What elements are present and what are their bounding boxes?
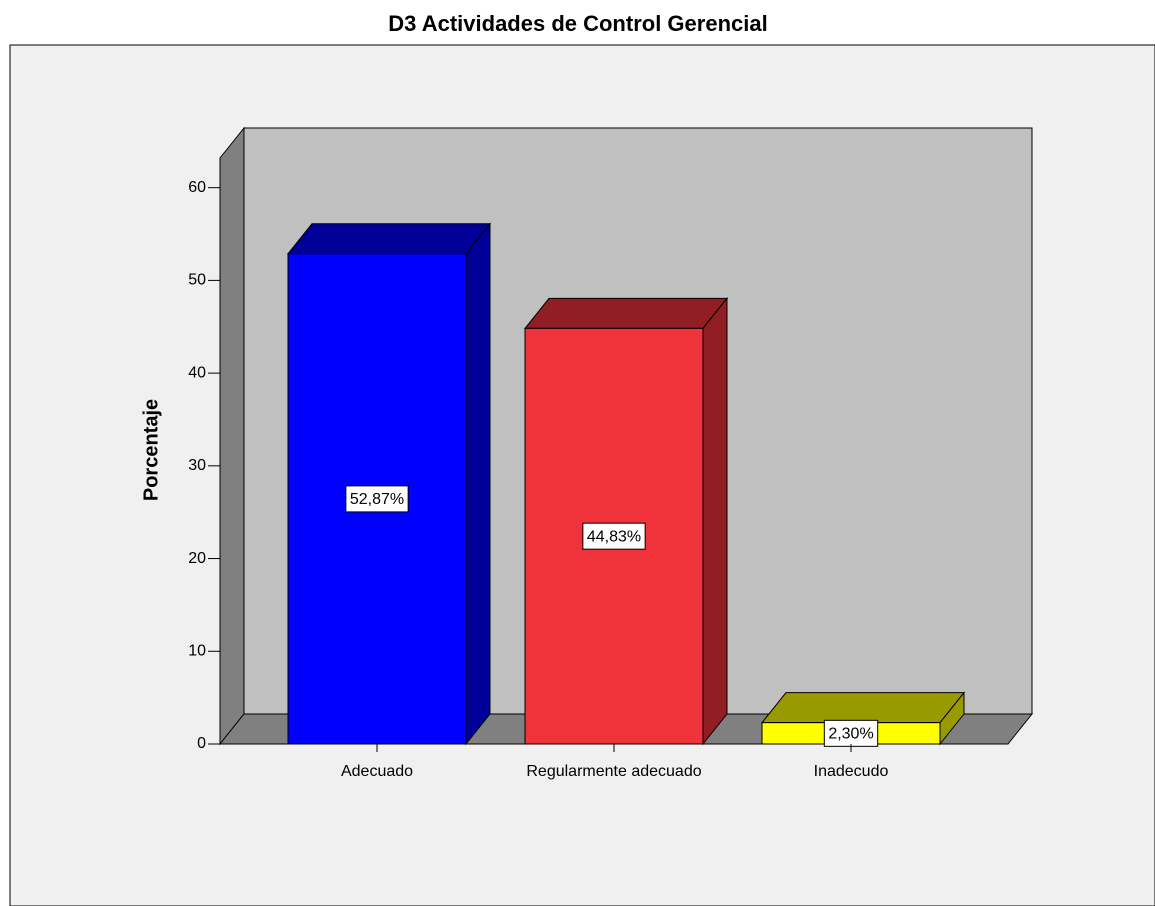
- value-label: 2,30%: [828, 726, 873, 743]
- y-tick-label: 60: [188, 179, 206, 196]
- left-wall: [219, 126, 245, 746]
- bar-top: [760, 692, 966, 724]
- y-tick-label: 40: [188, 364, 206, 381]
- bar-side: [702, 296, 728, 746]
- bar-side: [465, 222, 491, 746]
- y-tick-label: 20: [188, 550, 206, 567]
- value-label-box: [345, 485, 409, 513]
- value-label: 52,87%: [350, 491, 404, 508]
- x-tick-label: Inadecudo: [814, 763, 889, 780]
- bar: [286, 222, 492, 746]
- chart-title: D3 Actividades de Control Gerencial: [388, 11, 767, 36]
- value-label: 44,83%: [587, 528, 641, 545]
- x-tick-label: Regularmente adecuado: [526, 763, 701, 780]
- y-axis-label: Porcentaje: [140, 399, 162, 501]
- bar: [523, 296, 729, 746]
- x-tick-label: Adecuado: [341, 763, 413, 780]
- value-label-box: [582, 522, 646, 550]
- y-tick-label: 0: [197, 735, 206, 752]
- bar-top: [286, 223, 492, 255]
- bar-top: [523, 297, 729, 329]
- y-tick-label: 10: [188, 642, 206, 659]
- y-tick-label: 30: [188, 457, 206, 474]
- y-tick-label: 50: [188, 272, 206, 289]
- value-label-box: [823, 719, 879, 747]
